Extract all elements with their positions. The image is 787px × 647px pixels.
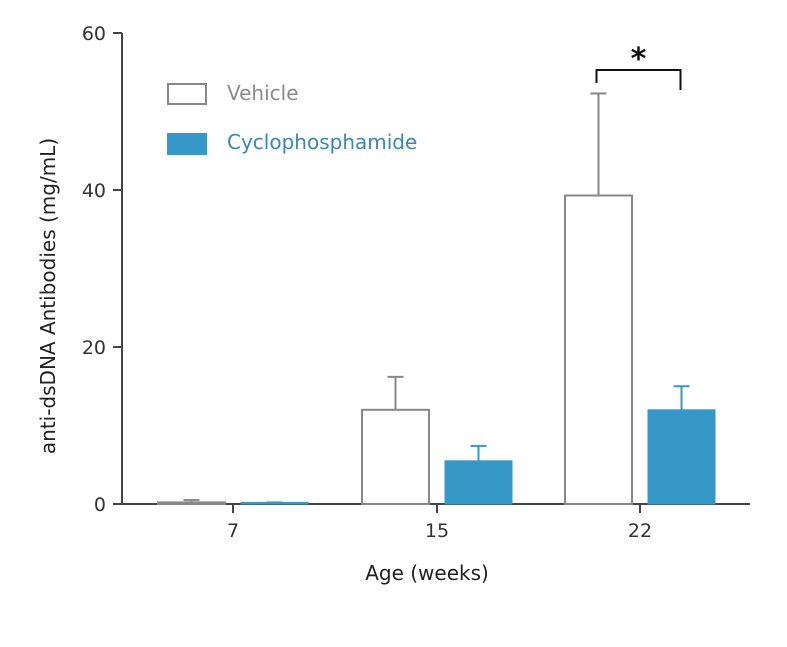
legend-swatch-cyclophosphamide (167, 133, 207, 155)
bar-vehicle-7 (157, 501, 226, 505)
bar-vehicle-22 (564, 194, 633, 505)
x-axis-title: Age (weeks) (365, 561, 489, 585)
y-tick-label: 60 (82, 23, 106, 45)
bar-vehicle-15 (361, 408, 430, 505)
x-tick-label: 22 (628, 520, 652, 542)
legend-label-vehicle: Vehicle (227, 81, 299, 105)
x-tick-label: 15 (425, 520, 449, 542)
legend-label-cyclophosphamide: Cyclophosphamide (227, 130, 417, 154)
bar-cyclophosphamide-15 (444, 460, 513, 505)
x-ticks: 7 15 22 (227, 504, 652, 542)
y-tick-label: 0 (94, 494, 106, 516)
significance-bracket: * (595, 42, 682, 90)
legend-swatch-vehicle (167, 83, 207, 105)
y-ticks: 0 20 40 60 (82, 23, 122, 516)
y-tick-label: 20 (82, 337, 106, 359)
y-tick-label: 40 (82, 180, 106, 202)
significance-bracket-line (595, 69, 682, 90)
error-bars (183, 92, 690, 504)
y-axis-title: anti-dsDNA Antibodies (mg/mL) (36, 138, 60, 454)
bars (157, 194, 716, 505)
legend: Vehicle Cyclophosphamide (167, 81, 417, 155)
significance-star: * (631, 42, 647, 77)
x-tick-label: 7 (227, 520, 239, 542)
bar-cyclophosphamide-22 (647, 409, 716, 505)
